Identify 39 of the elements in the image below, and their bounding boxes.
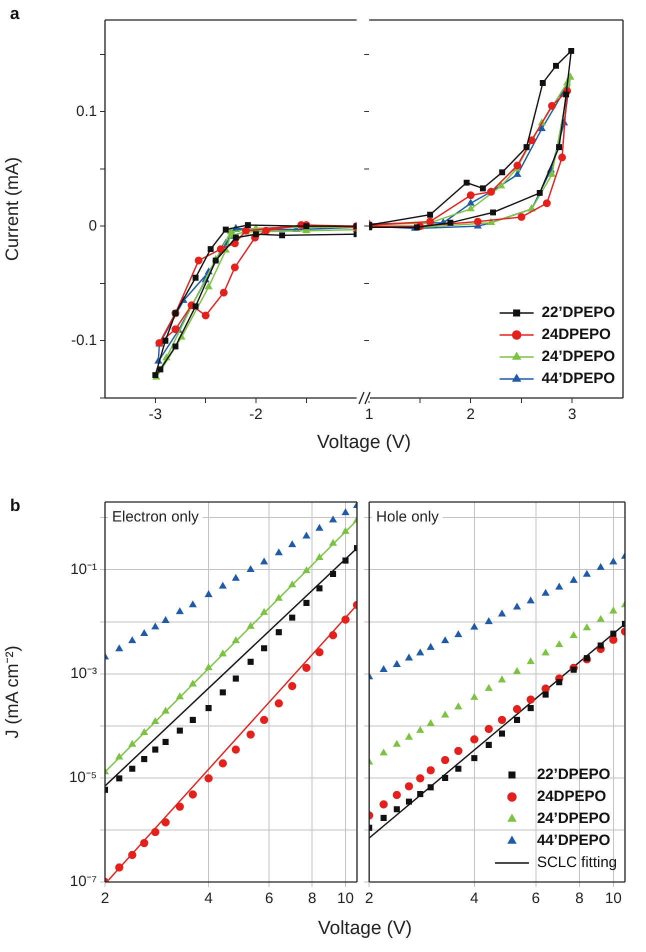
x-tick-label: 8: [308, 890, 316, 908]
chart-title: b: [10, 496, 20, 516]
x-tick-label: 4: [470, 890, 478, 908]
y-tick-label: -0.1: [71, 332, 97, 349]
legend-label: 44’DPEPO: [536, 832, 611, 850]
x-tick-label: 1: [365, 406, 374, 424]
legend-label: 24’DPEPO: [536, 810, 611, 828]
y-tick-label: 10⁻⁷: [70, 873, 97, 890]
x-axis-title: Voltage (V): [317, 432, 411, 454]
legend-label: SCLC fitting: [536, 854, 618, 872]
legend-label: 24DPEPO: [542, 326, 612, 344]
x-tick-label: 6: [532, 890, 540, 908]
legend-label: 24DPEPO: [536, 788, 606, 806]
x-tick-label: -3: [148, 406, 162, 424]
x-tick-label: 2: [365, 890, 374, 908]
y-tick-label: 10⁻³: [70, 664, 97, 682]
y-tick-label: 0: [88, 217, 97, 234]
y-tick-label: 0.1: [76, 102, 97, 120]
legend-label: 22’DPEPO: [542, 304, 616, 322]
y-tick-label: 10⁻¹: [70, 560, 97, 578]
x-axis-title: Voltage (V): [318, 918, 412, 940]
x-tick-label: 10: [604, 890, 622, 908]
y-axis-title: Current (mA): [2, 156, 22, 262]
x-tick-label: 10: [337, 890, 354, 908]
x-tick-label: 6: [264, 890, 274, 908]
legend-label: 24’DPEPO: [542, 348, 616, 366]
x-tick-label: 8: [575, 890, 584, 908]
annotation: Hole only: [376, 508, 440, 526]
x-tick-label: -2: [249, 406, 263, 424]
x-tick-label: 3: [568, 406, 576, 424]
chart-title: a: [10, 4, 20, 24]
annotation: Electron only: [112, 508, 200, 526]
legend-label: 44’DPEPO: [542, 370, 616, 388]
x-tick-label: 2: [100, 890, 110, 908]
legend-label: 22’DPEPO: [536, 766, 611, 784]
x-tick-label: 2: [466, 406, 475, 424]
y-tick-label: 10⁻⁵: [69, 769, 97, 786]
y-axis-title: J (mA cm⁻²): [2, 646, 22, 738]
x-tick-label: 4: [204, 890, 213, 908]
